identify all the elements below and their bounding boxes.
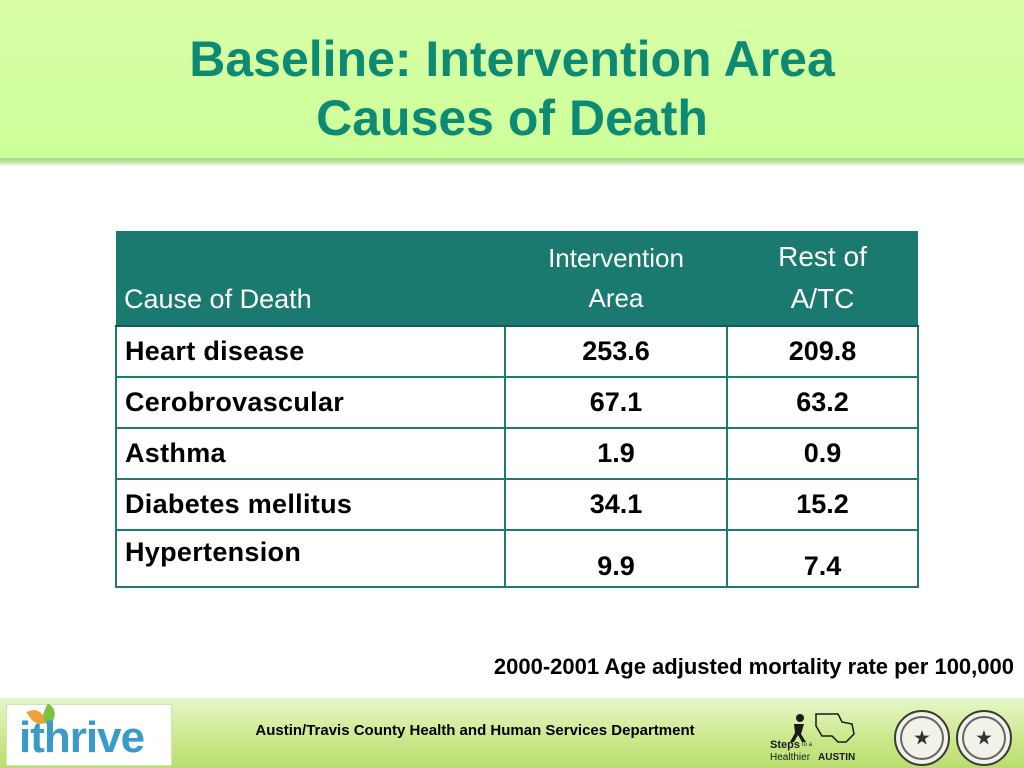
seal-star-icon: ★ — [913, 727, 931, 750]
slide-title: Baseline: Intervention Area Causes of De… — [0, 30, 1024, 148]
header-intervention-line-2: Area — [588, 283, 644, 313]
row-rest-value: 0.9 — [726, 427, 919, 480]
steps-logo-city: AUSTIN — [818, 752, 855, 762]
steps-healthier-austin-logo: Steps to a Healthier AUSTIN — [770, 713, 855, 762]
steps-logo-word: Steps — [770, 739, 800, 751]
footnote-mortality-rate: 2000-2001 Age adjusted mortality rate pe… — [493, 654, 1014, 679]
table-row: Diabetes mellitus 34.1 15.2 — [115, 478, 919, 531]
header-rest-of-atc: Rest of A/TC — [727, 231, 918, 327]
steps-logo-small-word: to a — [802, 742, 813, 748]
causes-of-death-table: Cause of Death Intervention Area Rest of… — [115, 231, 919, 588]
ithrive-logo: ithrive — [6, 703, 172, 766]
table-header-row: Cause of Death Intervention Area Rest of… — [116, 231, 918, 327]
row-intervention-value: 1.9 — [504, 427, 728, 480]
row-cause: Diabetes mellitus — [115, 478, 506, 531]
row-rest-value: 209.8 — [726, 325, 919, 378]
title-band — [0, 0, 1024, 162]
header-intervention-line-1: Intervention — [548, 243, 684, 273]
table-row: Hypertension 9.9 7.4 — [115, 529, 919, 588]
row-cause: Hypertension — [115, 529, 506, 588]
row-cause: Asthma — [115, 427, 506, 480]
row-cause: Heart disease — [115, 325, 506, 378]
travis-county-seal-icon: ★ — [956, 710, 1012, 766]
row-rest-value: 63.2 — [726, 376, 919, 429]
steps-logo-healthier: Healthier — [770, 752, 811, 762]
slide-title-line-1: Baseline: Intervention Area — [189, 31, 835, 87]
header-cause: Cause of Death — [116, 231, 505, 327]
slide-title-line-2: Causes of Death — [316, 90, 708, 146]
table-row: Asthma 1.9 0.9 — [115, 427, 919, 480]
row-intervention-value: 34.1 — [504, 478, 728, 531]
header-intervention-area: Intervention Area — [505, 231, 727, 327]
row-cause: Cerobrovascular — [115, 376, 506, 429]
footer-department: Austin/Travis County Health and Human Se… — [255, 722, 695, 739]
row-rest-value: 7.4 — [726, 529, 919, 588]
title-band-divider — [0, 158, 1024, 166]
mortality-table: Cause of Death Intervention Area Rest of… — [115, 231, 919, 588]
table-row: Heart disease 253.6 209.8 — [115, 325, 919, 378]
header-rest-line-2: A/TC — [790, 283, 855, 314]
city-of-austin-seal-icon: ★ — [894, 710, 950, 766]
row-intervention-value: 253.6 — [504, 325, 728, 378]
seal-star-icon: ★ — [975, 727, 993, 750]
row-rest-value: 15.2 — [726, 478, 919, 531]
ithrive-logo-text: ithrive — [19, 713, 145, 762]
header-rest-line-1: Rest of — [778, 241, 867, 272]
table-row: Cerobrovascular 67.1 63.2 — [115, 376, 919, 429]
row-intervention-value: 9.9 — [504, 529, 728, 588]
row-intervention-value: 67.1 — [504, 376, 728, 429]
